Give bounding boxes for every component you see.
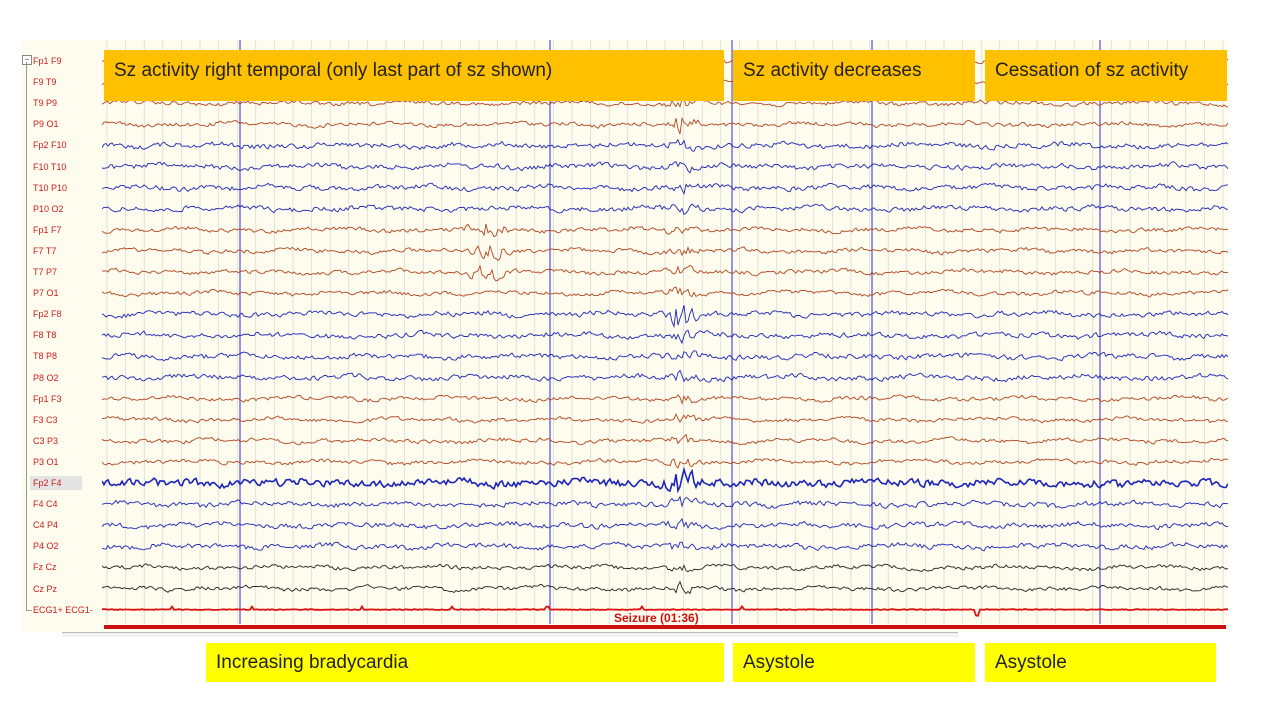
- annotation-sz-decreases: Sz activity decreases: [733, 50, 975, 101]
- channel-label[interactable]: ECG1+ ECG1-: [33, 604, 93, 615]
- eeg-trace-fp2-f10: [102, 138, 1228, 152]
- eeg-trace-f7-t7: [102, 245, 1228, 262]
- channel-label[interactable]: F8 T8: [33, 330, 57, 341]
- channel-label[interactable]: Fp2 F8: [33, 309, 62, 320]
- eeg-trace-t8-p8: [102, 350, 1228, 362]
- eeg-trace-p8-o2: [102, 369, 1228, 383]
- eeg-trace-c3-p3: [102, 433, 1228, 446]
- seizure-event-bar: [104, 625, 1226, 629]
- annotation-sz-right-temporal: Sz activity right temporal (only last pa…: [104, 50, 724, 101]
- channel-label[interactable]: P10 O2: [33, 203, 64, 214]
- channel-label[interactable]: Cz Pz: [33, 583, 58, 594]
- channel-label[interactable]: F3 C3: [33, 414, 58, 425]
- channel-label[interactable]: Fp1 F3: [33, 393, 62, 404]
- channel-label[interactable]: Fp1 F7: [33, 224, 62, 235]
- eeg-trace-p7-o1: [102, 286, 1228, 298]
- seizure-event-label[interactable]: Seizure (01:36): [614, 611, 699, 625]
- annotation-cessation: Cessation of sz activity: [985, 50, 1227, 101]
- eeg-trace-t9-p9: [102, 98, 1228, 108]
- eeg-trace-f3-c3: [102, 413, 1228, 424]
- tree-line: [26, 62, 27, 610]
- channel-label[interactable]: F10 T10: [33, 161, 67, 172]
- annotation-asystole-2: Asystole: [985, 643, 1216, 682]
- annotation-asystole-1: Asystole: [733, 643, 975, 682]
- channel-label[interactable]: Fp2 F10: [33, 140, 67, 151]
- eeg-trace-t7-p7: [102, 264, 1228, 282]
- eeg-trace-fz-cz: [102, 563, 1228, 573]
- channel-label[interactable]: C4 P4: [33, 520, 59, 531]
- eeg-trace-fp2-f8: [102, 305, 1228, 329]
- eeg-trace-fp1-f3: [102, 394, 1228, 405]
- eeg-trace-f4-c4: [102, 495, 1228, 510]
- channel-label[interactable]: F9 T9: [33, 77, 57, 88]
- eeg-trace-t10-p10: [102, 182, 1228, 196]
- channel-label[interactable]: C3 P3: [33, 435, 59, 446]
- tree-line-end: [26, 610, 32, 611]
- eeg-trace-fp1-f7: [102, 223, 1228, 238]
- eeg-trace-p10-o2: [102, 203, 1228, 216]
- eeg-trace-p3-o1: [102, 457, 1228, 469]
- channel-label[interactable]: Fp1 F9: [33, 56, 62, 66]
- eeg-trace-fp2-f4: [102, 466, 1228, 494]
- collapse-tree-icon[interactable]: −: [22, 55, 32, 65]
- channel-label[interactable]: P7 O1: [33, 288, 59, 299]
- eeg-trace-f8-t8: [102, 329, 1228, 345]
- eeg-trace-p9-o1: [102, 116, 1228, 135]
- channel-label[interactable]: Fz Cz: [33, 562, 57, 573]
- channel-label[interactable]: P3 O1: [33, 456, 59, 467]
- eeg-trace-p4-o2: [102, 541, 1228, 552]
- annotation-bradycardia: Increasing bradycardia: [206, 643, 724, 682]
- channel-label[interactable]: P8 O2: [33, 372, 59, 383]
- channel-label[interactable]: Fp2 F4: [30, 476, 82, 490]
- channel-label[interactable]: T10 P10: [33, 182, 68, 193]
- channel-label[interactable]: T9 P9: [33, 98, 58, 109]
- eeg-viewer-panel[interactable]: − Fp1 F9 F9 T9 T9 P9 P9 O1 Fp2 F10 F10 T10 T10…: [22, 40, 1228, 632]
- horizontal-scrollbar[interactable]: [62, 632, 958, 637]
- channel-label-list: − Fp1 F9 F9 T9 T9 P9 P9 O1 Fp2 F10 F10 T10 T10…: [22, 40, 102, 632]
- eeg-trace-cz-pz: [102, 580, 1228, 595]
- ecg-trace: [102, 604, 1228, 617]
- eeg-traces: Seizure (01:36): [102, 40, 1228, 629]
- channel-label[interactable]: T8 P8: [33, 351, 58, 362]
- channel-label[interactable]: T7 P7: [33, 267, 58, 277]
- channel-label[interactable]: F4 C4: [33, 499, 58, 510]
- channel-label[interactable]: P9 O1: [33, 119, 59, 130]
- eeg-trace-f10-t10: [102, 161, 1228, 174]
- channel-label[interactable]: F7 T7: [33, 245, 57, 256]
- eeg-trace-c4-p4: [102, 517, 1228, 531]
- channel-label[interactable]: P4 O2: [33, 541, 59, 552]
